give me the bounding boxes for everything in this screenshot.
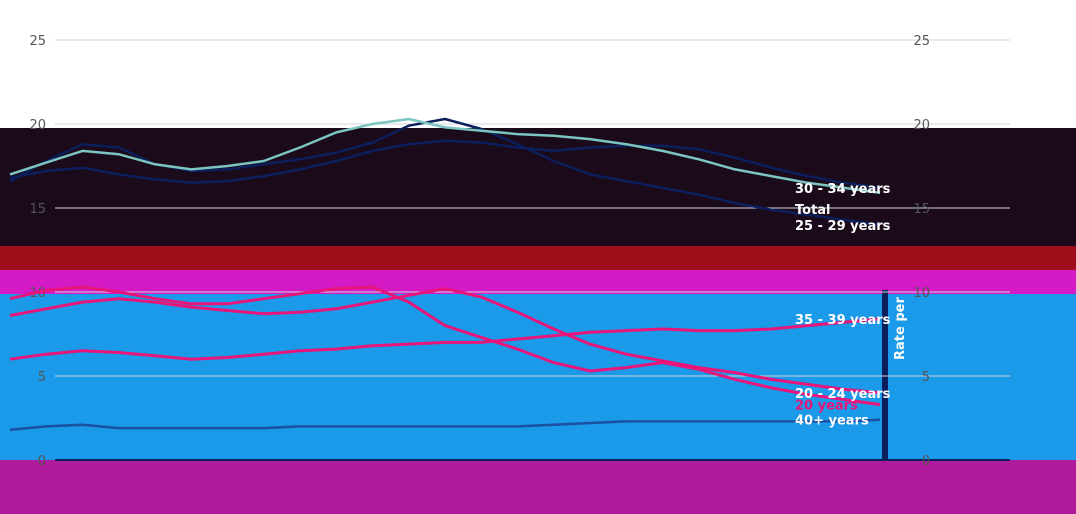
series-label-3: 20 - 24 years bbox=[795, 387, 891, 402]
band-red bbox=[0, 246, 1076, 270]
y-tick-label-right: 25 bbox=[913, 34, 930, 49]
series-labels: 25 - 29 years 30 - 34 years Total 20 - 24 y… bbox=[795, 182, 891, 429]
y-tick-label: 20 bbox=[29, 118, 46, 133]
right-panel-divider bbox=[882, 290, 888, 460]
series-label-1: 30 - 34 years bbox=[795, 182, 891, 197]
y-tick-label-right: 0 bbox=[922, 454, 930, 469]
band-top bbox=[0, 0, 1076, 128]
band-magenta bbox=[0, 270, 1076, 294]
series-line-1 bbox=[9, 139, 881, 190]
series-line-5 bbox=[9, 285, 881, 407]
y-tick-label: 0 bbox=[38, 454, 46, 469]
y-tick-label-right: 20 bbox=[913, 118, 930, 133]
y-tick-label: 15 bbox=[29, 202, 46, 217]
y-tick-label-right: 5 bbox=[922, 370, 930, 385]
band-blue bbox=[0, 294, 890, 460]
series-lines bbox=[9, 117, 881, 432]
y-tick-label-right: 10 bbox=[913, 286, 930, 301]
series-line-3 bbox=[9, 287, 881, 395]
y-tick-label: 5 bbox=[38, 370, 46, 385]
y-axis-title: Rate per bbox=[893, 297, 908, 360]
gridlines bbox=[55, 39, 1010, 461]
series-label-2: Total bbox=[795, 203, 831, 218]
y-tick-label: 25 bbox=[29, 34, 46, 49]
series-label-4: 35 - 39 years bbox=[795, 313, 891, 328]
series-label-0: 25 - 29 years bbox=[795, 219, 891, 234]
series-label-5: 20 years bbox=[795, 399, 858, 414]
y-tick-label-right: 15 bbox=[913, 202, 930, 217]
series-line-2 bbox=[9, 117, 881, 195]
band-bottom bbox=[0, 460, 1076, 514]
series-line-4 bbox=[9, 317, 881, 361]
band-blue-right bbox=[890, 294, 1076, 460]
series-line-6 bbox=[9, 418, 881, 432]
series-label-6: 40+ years bbox=[795, 414, 869, 429]
band-dark bbox=[0, 128, 1076, 246]
